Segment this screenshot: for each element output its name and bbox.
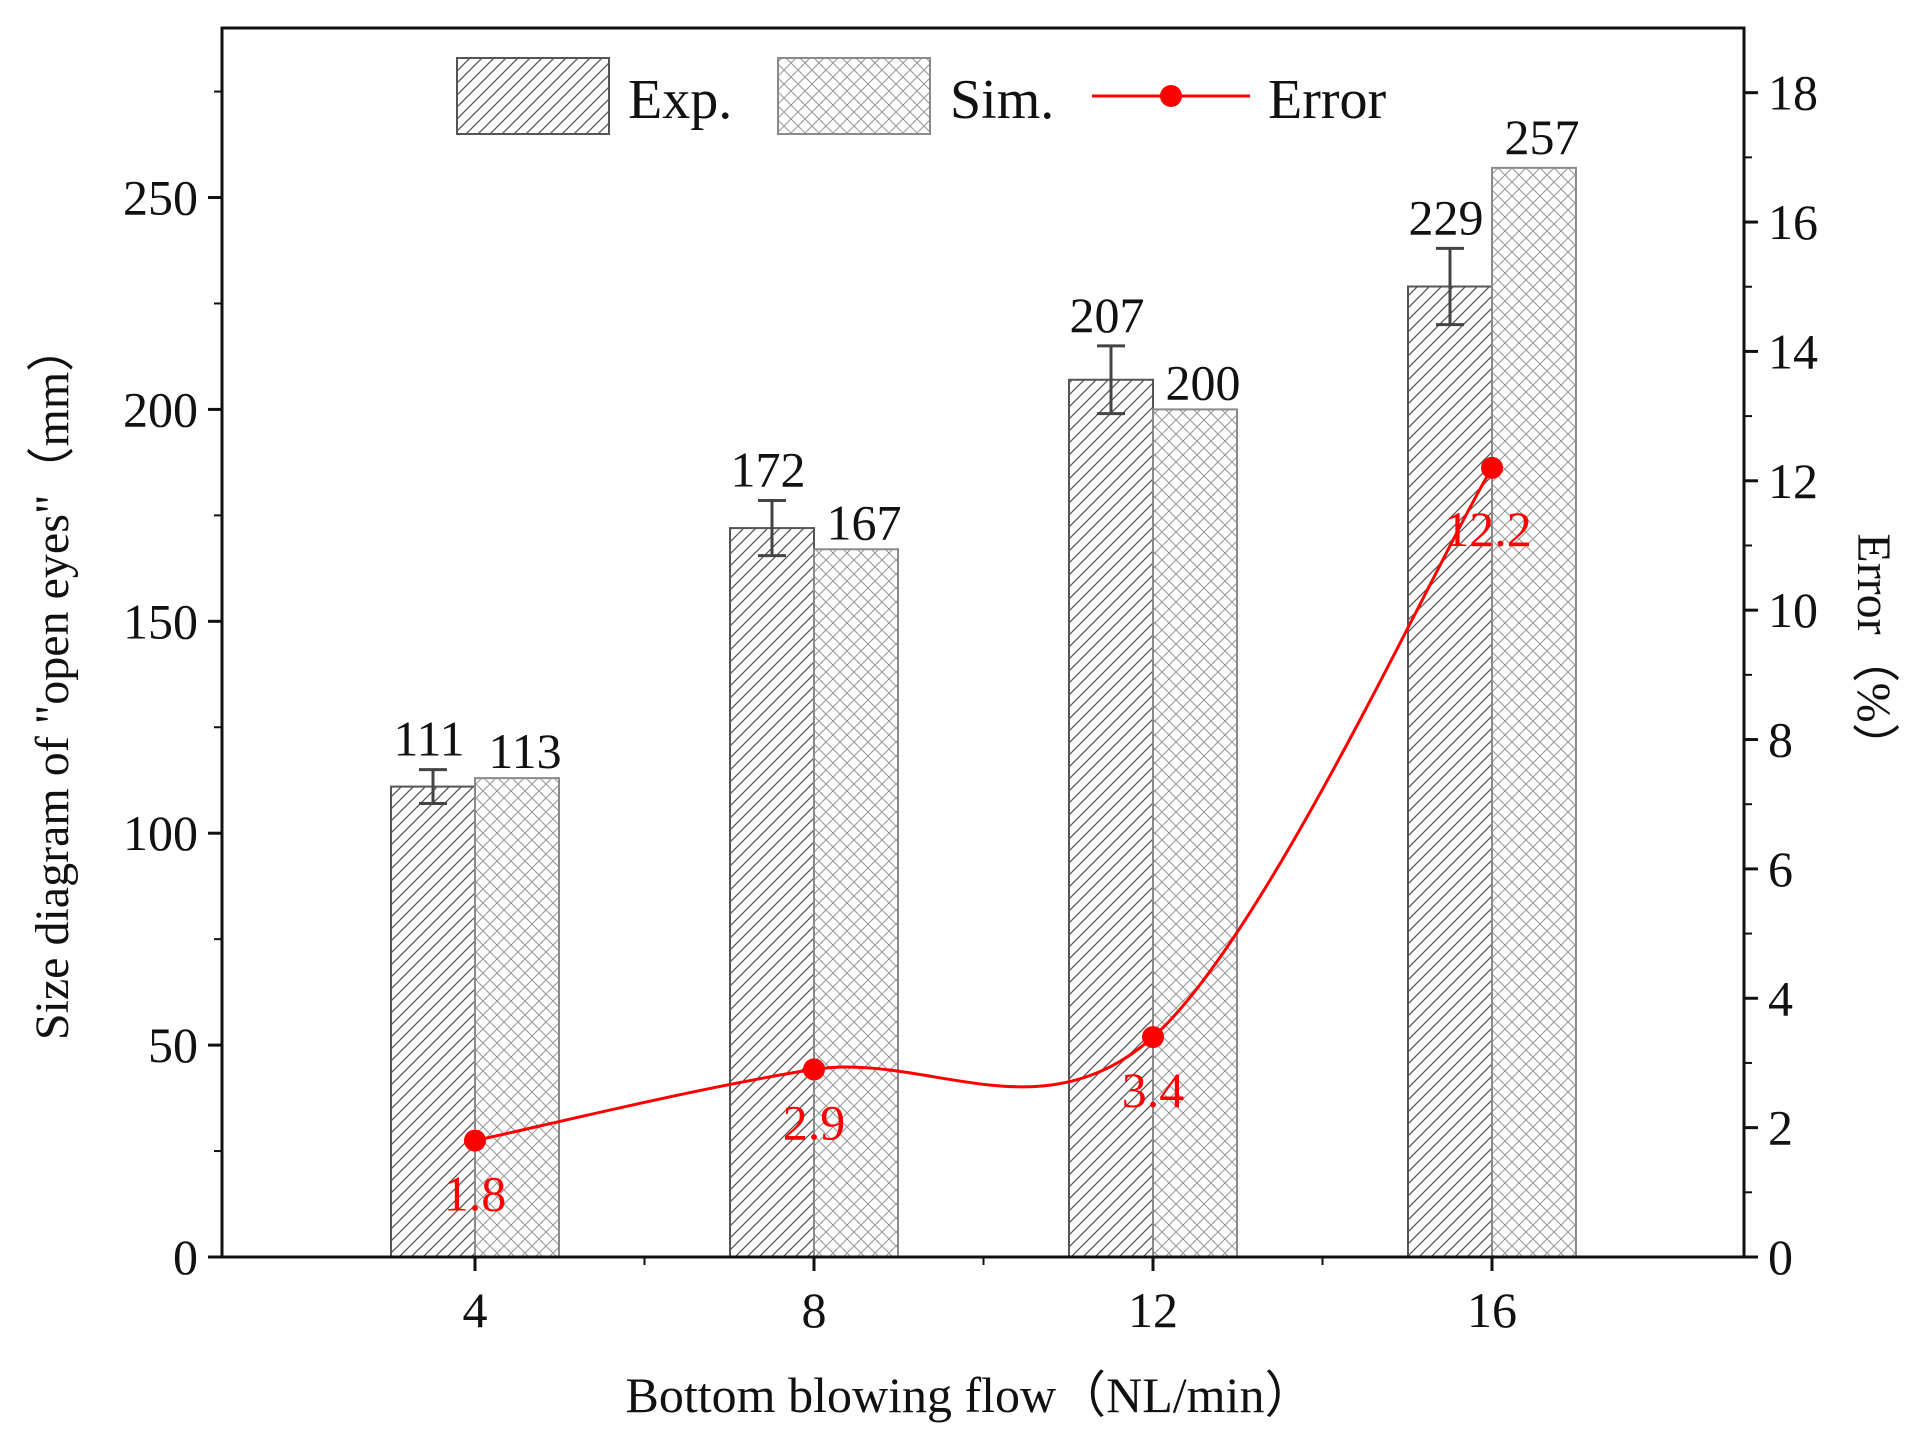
y2-tick-label: 14 — [1768, 323, 1818, 379]
y2-tick-label: 12 — [1768, 453, 1818, 509]
error-point-16 — [1481, 456, 1503, 479]
y2-tick-label: 0 — [1768, 1229, 1793, 1285]
data-label-exp-12: 207 — [1070, 287, 1145, 343]
legend-label-exp: Exp. — [628, 69, 732, 131]
data-label-error-4: 1.8 — [444, 1166, 507, 1222]
legend-swatch-sim — [777, 57, 931, 135]
legend-label-sim: Sim. — [950, 69, 1054, 131]
error-point-8 — [803, 1058, 825, 1081]
legend-label-error: Error — [1268, 69, 1387, 131]
error-point-4 — [464, 1129, 486, 1152]
x-tick-label: 12 — [1128, 1282, 1178, 1338]
y-tick-label: 250 — [123, 170, 198, 226]
y2-tick-label: 16 — [1768, 194, 1818, 250]
data-label-sim-8: 167 — [827, 494, 902, 550]
x-tick-label: 4 — [463, 1282, 488, 1338]
y2-tick-label: 4 — [1768, 970, 1793, 1026]
y-tick-label: 0 — [173, 1229, 198, 1285]
y2-tick-label: 18 — [1768, 65, 1818, 121]
data-label-error-8: 2.9 — [783, 1094, 846, 1150]
y-tick-label: 100 — [123, 805, 198, 861]
bar-exp-12 — [1068, 378, 1154, 1258]
x-axis-label: Bottom blowing flow（NL/min） — [626, 1367, 1315, 1423]
data-label-error-16: 12.2 — [1444, 501, 1532, 557]
data-label-exp-8: 172 — [731, 442, 806, 498]
data-label-exp-16: 229 — [1409, 189, 1484, 245]
bar-exp-8 — [729, 527, 815, 1258]
x-tick-label: 16 — [1467, 1282, 1517, 1338]
y2-tick-label: 6 — [1768, 841, 1793, 897]
bar-sim-16 — [1491, 166, 1577, 1259]
y2-axis-label: Error（%） — [1847, 533, 1900, 770]
legend-swatch-error-marker — [1160, 85, 1182, 107]
data-label-sim-16: 257 — [1505, 109, 1580, 165]
data-label-exp-4: 111 — [393, 711, 464, 767]
bar-sim-4 — [474, 777, 560, 1258]
data-label-sim-12: 200 — [1166, 354, 1241, 410]
y-tick-label: 150 — [123, 593, 198, 649]
y2-tick-label: 10 — [1768, 582, 1818, 638]
data-label-error-12: 3.4 — [1122, 1062, 1185, 1118]
data-label-sim-4: 113 — [488, 723, 561, 779]
y2-tick-label: 8 — [1768, 712, 1793, 768]
y-tick-label: 200 — [123, 381, 198, 437]
y-axis-label: Size diagram of "open eyes"（mm） — [26, 324, 79, 1040]
x-tick-label: 8 — [802, 1282, 827, 1338]
y2-tick-label: 2 — [1768, 1100, 1793, 1156]
bar-exp-4 — [390, 785, 476, 1258]
error-line — [474, 467, 1494, 1143]
bar-exp-16 — [1407, 285, 1493, 1258]
error-point-12 — [1142, 1026, 1164, 1049]
bar-sim-12 — [1152, 408, 1238, 1258]
bar-sim-8 — [813, 548, 899, 1258]
legend-swatch-exp — [456, 57, 610, 135]
y-tick-label: 50 — [148, 1017, 198, 1073]
